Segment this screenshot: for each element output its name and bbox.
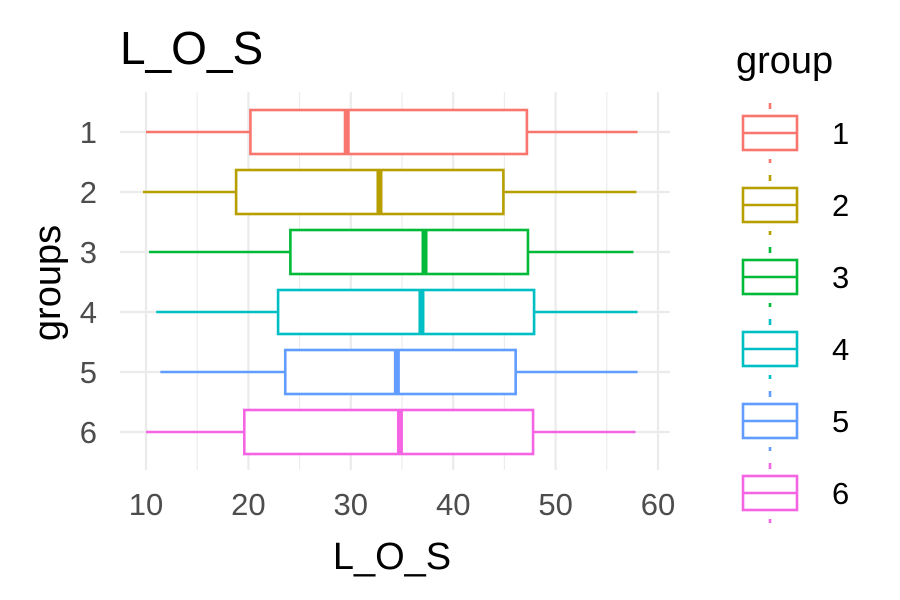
box-iqr (249, 108, 529, 156)
box-group-4 (156, 288, 638, 336)
legend-label: 2 (832, 188, 849, 223)
x-tick-label: 40 (436, 487, 470, 522)
box-iqr (289, 228, 530, 276)
legend-label: 6 (832, 476, 849, 511)
box-group-3 (149, 228, 634, 276)
x-axis-title: L_O_S (333, 536, 451, 578)
legend-item-3: 3 (741, 247, 849, 307)
legend-item-6: 6 (741, 463, 849, 523)
legend-label: 3 (832, 260, 849, 295)
legend-label: 4 (832, 332, 849, 367)
legend-item-1: 1 (741, 103, 849, 163)
legend-title: group (736, 40, 833, 82)
box-iqr (283, 348, 517, 396)
box-iqr (234, 168, 505, 216)
box-group-1 (146, 108, 638, 156)
boxes (142, 108, 638, 456)
x-tick-label: 50 (538, 487, 572, 522)
y-tick-label: 2 (80, 175, 97, 210)
y-tick-label: 6 (80, 415, 97, 450)
box-group-5 (160, 348, 638, 396)
legend-item-4: 4 (741, 319, 849, 379)
legend: group 1 2 3 4 5 6 (736, 40, 849, 523)
y-tick-label: 4 (80, 295, 97, 330)
legend-label: 5 (832, 404, 849, 439)
legend-items: 1 2 3 4 5 6 (741, 103, 849, 523)
y-tick-label: 1 (80, 115, 97, 150)
x-tick-label: 20 (231, 487, 265, 522)
y-tick-label: 3 (80, 235, 97, 270)
x-tick-label: 30 (334, 487, 368, 522)
chart-title: L_O_S (120, 22, 263, 74)
legend-label: 1 (832, 116, 849, 151)
legend-item-5: 5 (741, 391, 849, 451)
box-group-6 (146, 408, 636, 456)
box-group-2 (142, 168, 637, 216)
x-tick-label: 10 (129, 487, 163, 522)
box-iqr (243, 408, 535, 456)
x-axis-ticks: 10 20 30 40 50 60 (129, 487, 675, 522)
legend-item-2: 2 (741, 175, 849, 235)
y-axis-ticks: 1 2 3 4 5 6 (80, 115, 97, 450)
y-tick-label: 5 (80, 355, 97, 390)
x-tick-label: 60 (641, 487, 675, 522)
y-axis-title: groups (27, 225, 69, 341)
box-iqr (276, 288, 536, 336)
